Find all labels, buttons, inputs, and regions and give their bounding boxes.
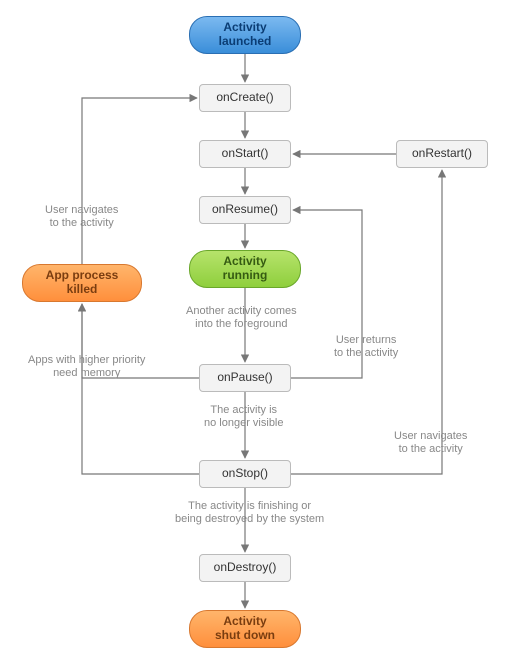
annotation-a_fg: Another activity comes into the foregrou… xyxy=(186,305,297,331)
lifecycle-flowchart: Activity launched onCreate() onStart() onRe… xyxy=(0,0,513,663)
annotation-a_destroying: The activity is finishing or being destr… xyxy=(175,500,324,526)
edge-onStop_to_onRestart xyxy=(291,170,442,474)
node-onResume: onResume() xyxy=(199,196,291,224)
node-label: Activity shut down xyxy=(215,615,275,643)
node-label: App process killed xyxy=(46,269,119,297)
node-onStart: onStart() xyxy=(199,140,291,168)
node-label: onStart() xyxy=(222,147,269,161)
node-onPause: onPause() xyxy=(199,364,291,392)
node-label: onPause() xyxy=(217,371,272,385)
node-label: onCreate() xyxy=(216,91,273,105)
node-onDestroy: onDestroy() xyxy=(199,554,291,582)
node-label: Activity running xyxy=(223,255,268,283)
node-label: Activity launched xyxy=(219,21,272,49)
node-launched: Activity launched xyxy=(189,16,301,54)
annotation-a_high_prio: Apps with higher priority need memory xyxy=(28,354,145,380)
annotation-a_no_vis: The activity is no longer visible xyxy=(204,404,284,430)
node-running: Activity running xyxy=(189,250,301,288)
node-label: onRestart() xyxy=(412,147,472,161)
node-label: onStop() xyxy=(222,467,268,481)
annotation-a_user_nav2: User navigates to the activity xyxy=(394,430,467,456)
node-label: onDestroy() xyxy=(214,561,277,575)
node-killed: App process killed xyxy=(22,264,142,302)
node-shutdown: Activity shut down xyxy=(189,610,301,648)
node-onRestart: onRestart() xyxy=(396,140,488,168)
node-label: onResume() xyxy=(212,203,278,217)
node-onStop: onStop() xyxy=(199,460,291,488)
annotation-a_nav_to: User navigates to the activity xyxy=(45,204,118,230)
annotation-a_user_returns: User returns to the activity xyxy=(334,334,398,360)
node-onCreate: onCreate() xyxy=(199,84,291,112)
edge-onStop_to_killed xyxy=(82,304,199,474)
edge-killed_to_onCreate xyxy=(82,98,197,264)
